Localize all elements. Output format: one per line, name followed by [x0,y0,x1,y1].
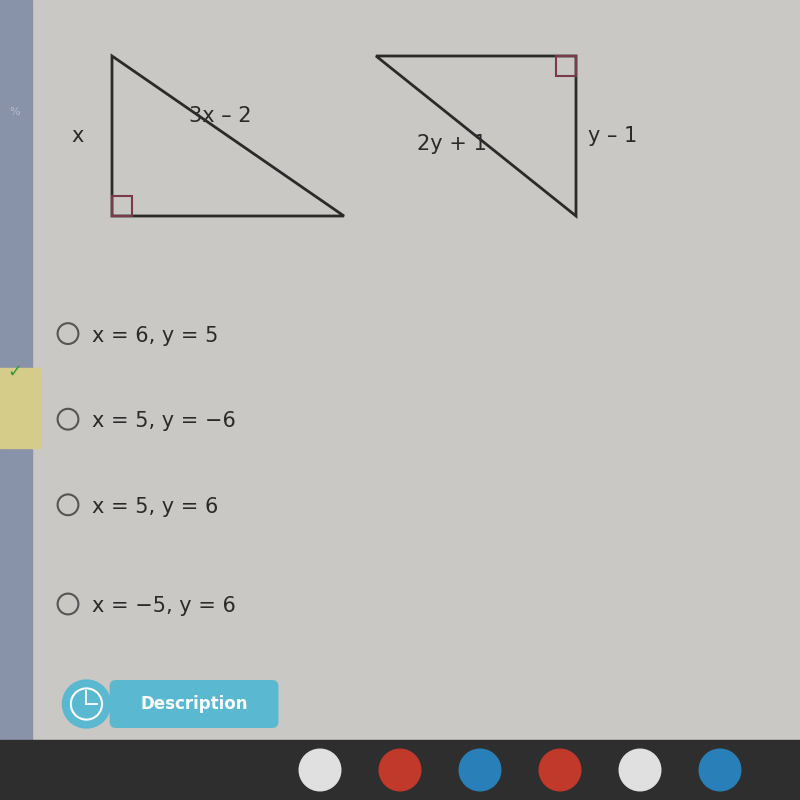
Text: x = 5, y = −6: x = 5, y = −6 [92,411,236,431]
Bar [0,368,40,448]
Text: ✓: ✓ [7,363,22,381]
Text: y – 1: y – 1 [588,126,638,146]
Text: x = −5, y = 6: x = −5, y = 6 [92,596,236,616]
Bar [0,0,32,740]
Bar [112,196,132,216]
Text: Description: Description [140,695,248,713]
Text: x: x [72,126,84,146]
Text: 2y + 1: 2y + 1 [417,134,487,154]
Circle shape [62,680,110,728]
Circle shape [299,749,341,790]
Circle shape [379,749,421,790]
Text: x = 5, y = 6: x = 5, y = 6 [92,497,218,517]
Circle shape [459,749,501,790]
Text: x = 6, y = 5: x = 6, y = 5 [92,326,218,346]
Circle shape [619,749,661,790]
Circle shape [539,749,581,790]
Circle shape [699,749,741,790]
Text: 3x – 2: 3x – 2 [189,106,251,126]
Text: %: % [9,107,20,117]
Bar [0,740,800,800]
Bar [556,56,576,76]
FancyBboxPatch shape [110,680,278,728]
